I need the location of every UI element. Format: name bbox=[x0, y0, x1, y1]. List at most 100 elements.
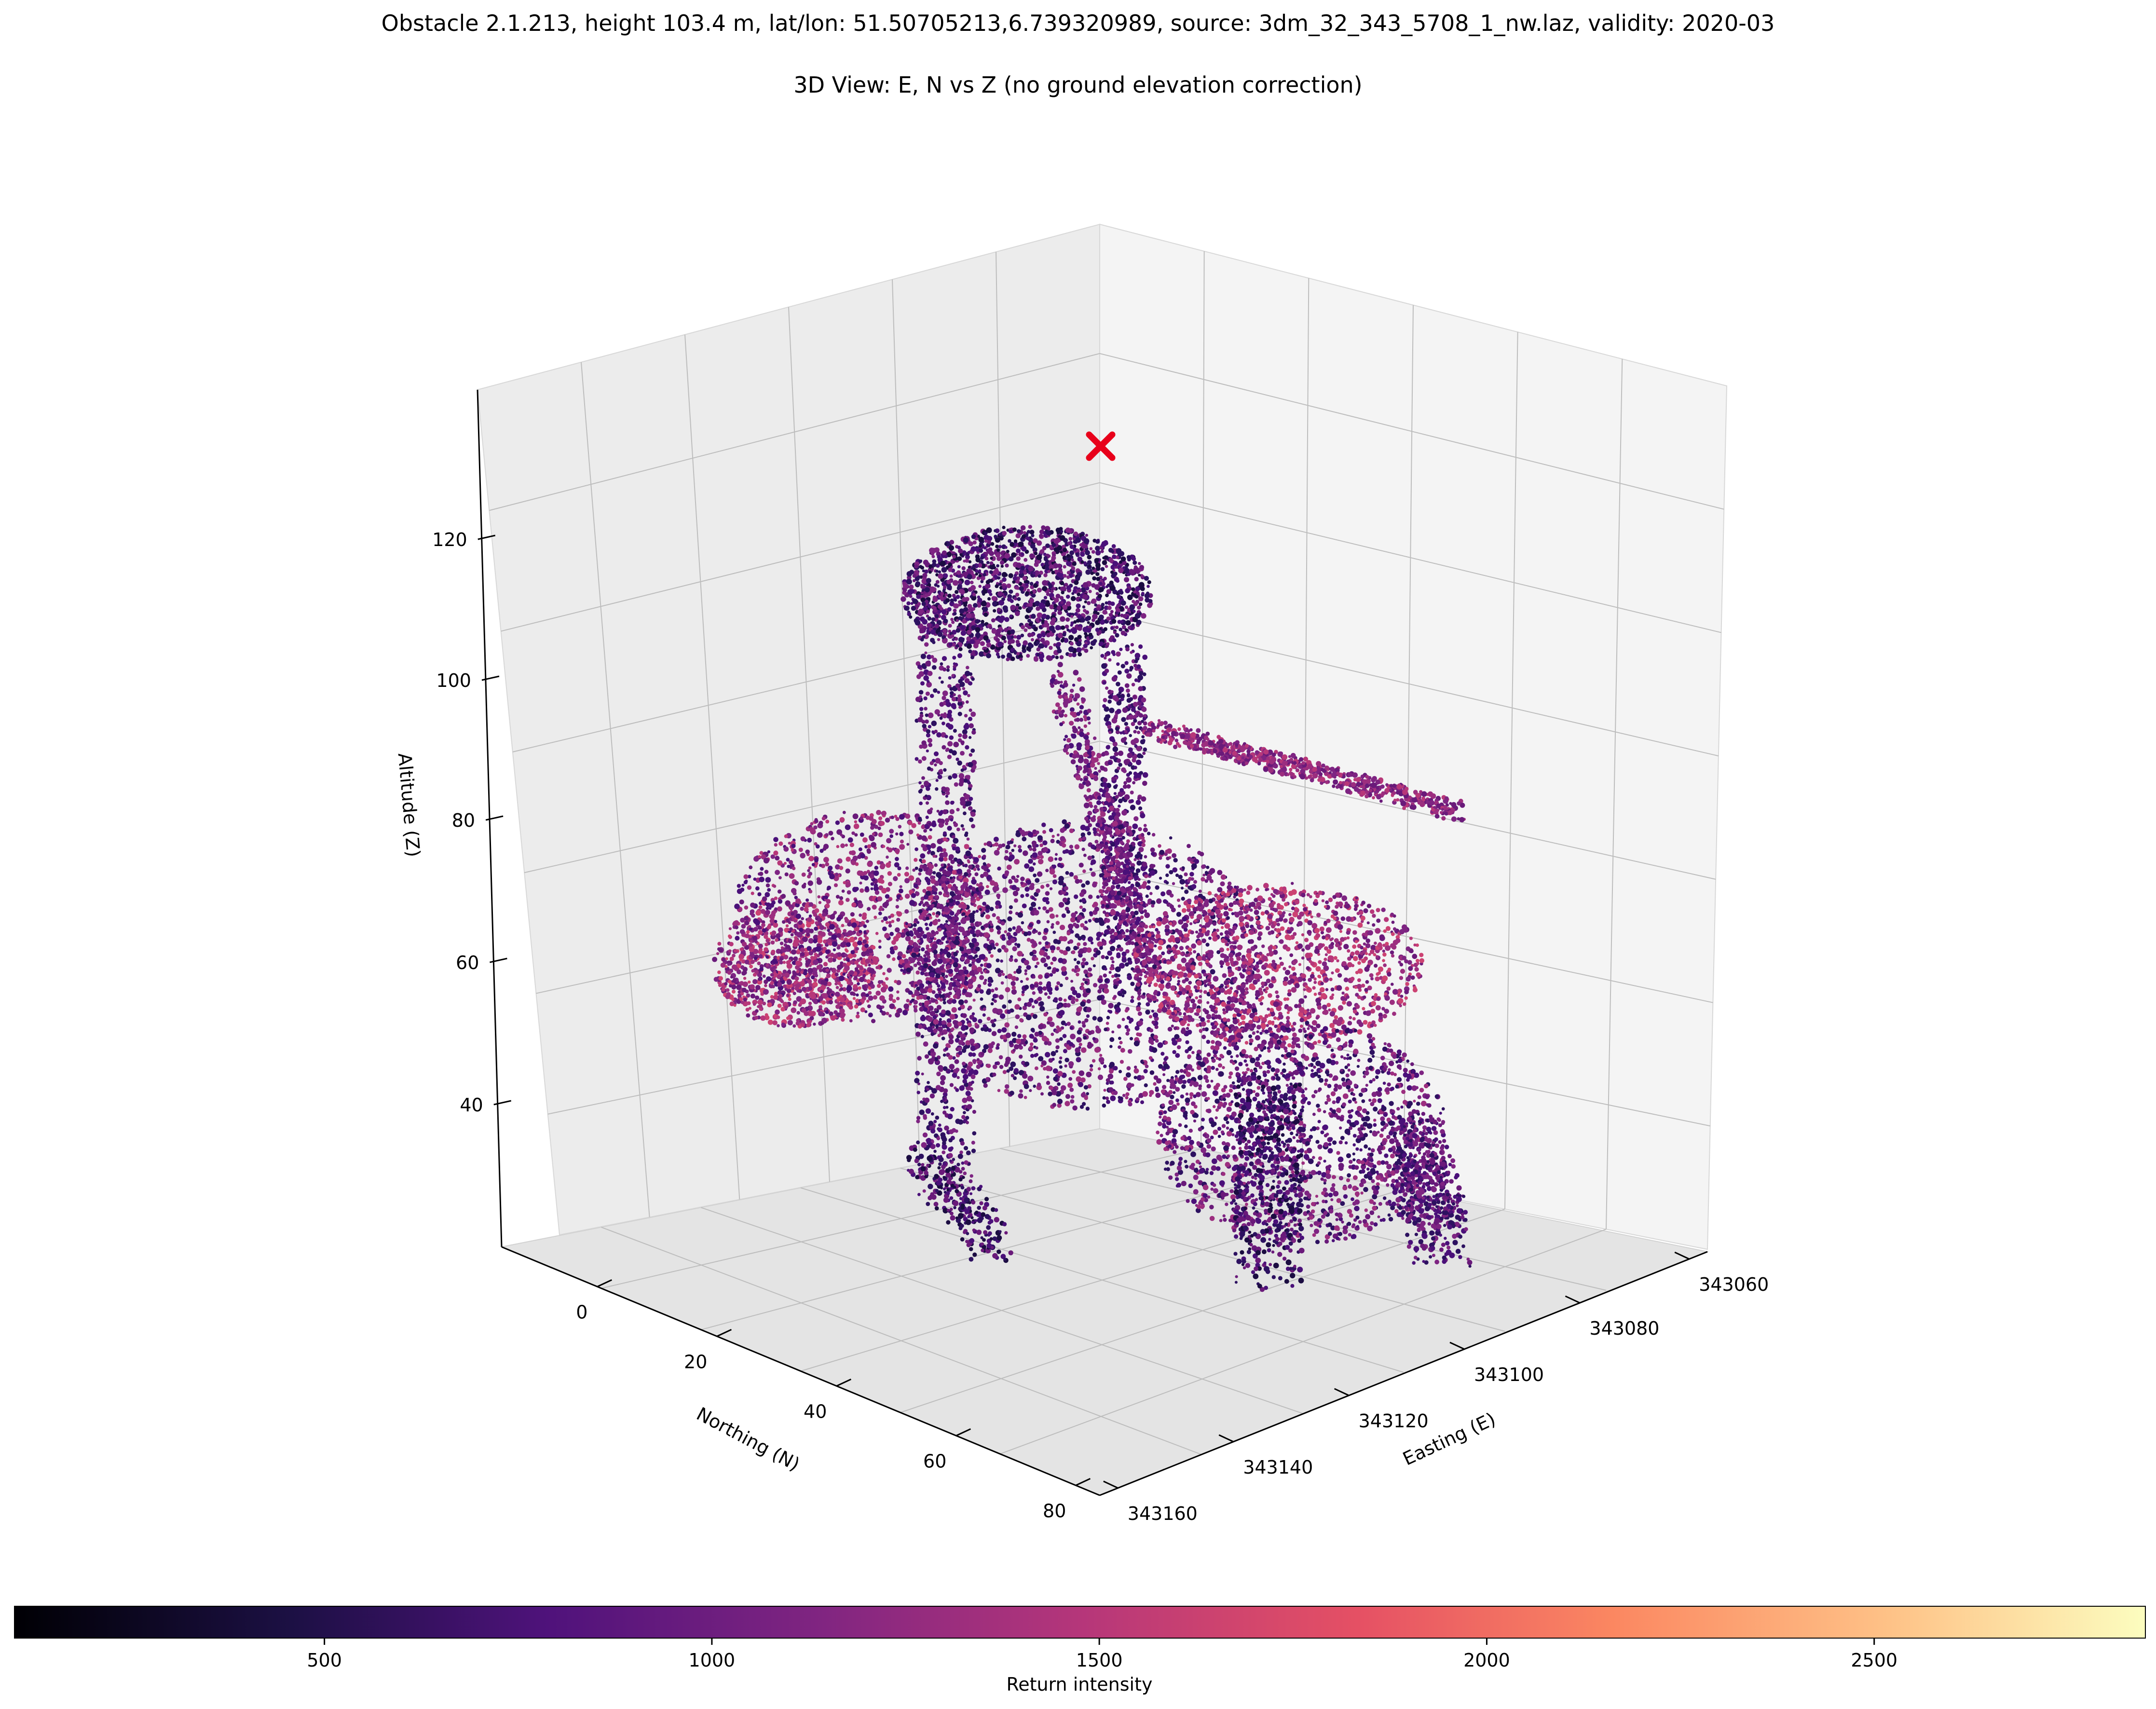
cloud-point bbox=[1020, 565, 1025, 571]
cloud-point bbox=[1065, 617, 1070, 622]
cloud-point bbox=[1058, 567, 1063, 572]
cloud-point bbox=[1105, 564, 1108, 568]
cloud-point bbox=[942, 550, 947, 556]
cloud-point bbox=[1078, 757, 1084, 764]
cloud-point bbox=[948, 642, 953, 647]
cloud-point bbox=[862, 939, 867, 944]
left-back-pane bbox=[477, 223, 1100, 1236]
cloud-point bbox=[778, 927, 783, 933]
cloud-point bbox=[1083, 538, 1090, 544]
cloud-point bbox=[950, 598, 954, 603]
cloud-point bbox=[1134, 659, 1138, 663]
cloud-point bbox=[924, 1054, 929, 1059]
cloud-point bbox=[1347, 772, 1352, 777]
cloud-point bbox=[1125, 620, 1131, 626]
cloud-point bbox=[965, 745, 969, 750]
cloud-point bbox=[1080, 587, 1086, 593]
cloud-point bbox=[963, 1111, 966, 1115]
cloud-point bbox=[924, 922, 928, 926]
cloud-point bbox=[1100, 654, 1105, 658]
cloud-point bbox=[911, 605, 916, 611]
cloud-point bbox=[986, 548, 992, 554]
cloud-point bbox=[1133, 816, 1139, 821]
cloud-point bbox=[953, 572, 957, 576]
cloud-point bbox=[1140, 813, 1146, 819]
cloud-point bbox=[1028, 571, 1031, 574]
cloud-point bbox=[927, 766, 931, 771]
cloud-point bbox=[740, 981, 743, 984]
x-tick-label: 343140 bbox=[1243, 1457, 1313, 1478]
cloud-point bbox=[1105, 752, 1109, 756]
cloud-point bbox=[1116, 758, 1121, 763]
cloud-point bbox=[770, 940, 775, 945]
cloud-point bbox=[1002, 577, 1007, 582]
cloud-point bbox=[965, 1091, 971, 1096]
cloud-point bbox=[1138, 562, 1141, 565]
cloud-point bbox=[1128, 771, 1133, 775]
cloud-point bbox=[980, 556, 984, 560]
cloud-point bbox=[868, 986, 872, 990]
cloud-point bbox=[954, 598, 957, 602]
cloud-point bbox=[1436, 808, 1440, 812]
cloud-point bbox=[1431, 807, 1435, 812]
grid-line bbox=[1099, 611, 1719, 757]
cloud-point bbox=[1112, 561, 1119, 567]
cloud-point bbox=[1077, 572, 1082, 577]
z-tick bbox=[485, 815, 504, 821]
cloud-point bbox=[1132, 823, 1138, 829]
cloud-point bbox=[1066, 628, 1070, 632]
cloud-point bbox=[964, 863, 968, 868]
cloud-point bbox=[957, 687, 961, 691]
cloud-point bbox=[1110, 602, 1115, 606]
cloud-point bbox=[937, 713, 941, 717]
cloud-point bbox=[1059, 722, 1064, 726]
cloud-point bbox=[951, 674, 955, 677]
cloud-point bbox=[954, 637, 958, 641]
cloud-point bbox=[872, 945, 876, 950]
cloud-point bbox=[1396, 784, 1402, 790]
cloud-point bbox=[1021, 534, 1026, 539]
cloud-point bbox=[978, 574, 982, 577]
cloud-point bbox=[933, 1120, 937, 1123]
cloud-point bbox=[1060, 587, 1064, 590]
cloud-point bbox=[1263, 766, 1269, 772]
cloud-point bbox=[1047, 554, 1051, 558]
cloud-point bbox=[713, 977, 719, 982]
x-tick bbox=[1334, 1388, 1350, 1396]
cloud-point bbox=[1022, 576, 1027, 581]
cloud-point bbox=[1089, 547, 1093, 550]
cloud-point bbox=[1016, 652, 1020, 656]
cloud-point bbox=[961, 1115, 966, 1120]
cloud-point bbox=[784, 1005, 788, 1010]
cloud-point bbox=[951, 703, 956, 709]
cloud-point bbox=[1094, 603, 1097, 607]
cloud-point bbox=[1133, 602, 1138, 606]
cloud-point bbox=[1051, 555, 1056, 561]
cloud-point bbox=[1041, 607, 1047, 613]
cloud-point bbox=[759, 1007, 762, 1011]
cloud-point bbox=[952, 750, 957, 756]
cloud-point bbox=[966, 801, 972, 807]
cloud-point bbox=[943, 618, 948, 624]
cloud-point bbox=[1324, 766, 1329, 770]
cloud-point bbox=[989, 626, 993, 629]
cloud-point bbox=[920, 597, 926, 602]
cloud-point bbox=[991, 618, 996, 623]
cloud-point bbox=[1074, 580, 1079, 585]
cloud-point bbox=[1107, 725, 1112, 729]
cloud-point bbox=[1107, 699, 1112, 704]
cloud-point bbox=[845, 949, 849, 953]
cloud-point bbox=[1133, 730, 1137, 734]
cloud-point bbox=[1244, 744, 1249, 748]
cloud-point bbox=[1057, 662, 1063, 668]
cloud-point bbox=[1104, 785, 1107, 789]
cloud-point bbox=[757, 926, 762, 930]
cloud-point bbox=[955, 757, 959, 761]
cloud-point bbox=[960, 740, 965, 745]
cloud-point bbox=[1058, 694, 1063, 699]
cloud-point bbox=[989, 561, 994, 565]
cloud-point bbox=[1457, 801, 1461, 806]
cloud-point bbox=[916, 594, 921, 599]
cloud-point bbox=[953, 693, 956, 697]
cloud-point bbox=[737, 993, 741, 998]
